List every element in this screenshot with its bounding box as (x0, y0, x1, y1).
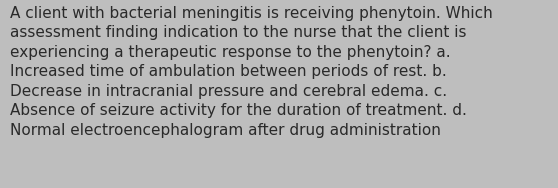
Text: A client with bacterial meningitis is receiving phenytoin. Which
assessment find: A client with bacterial meningitis is re… (10, 6, 493, 138)
